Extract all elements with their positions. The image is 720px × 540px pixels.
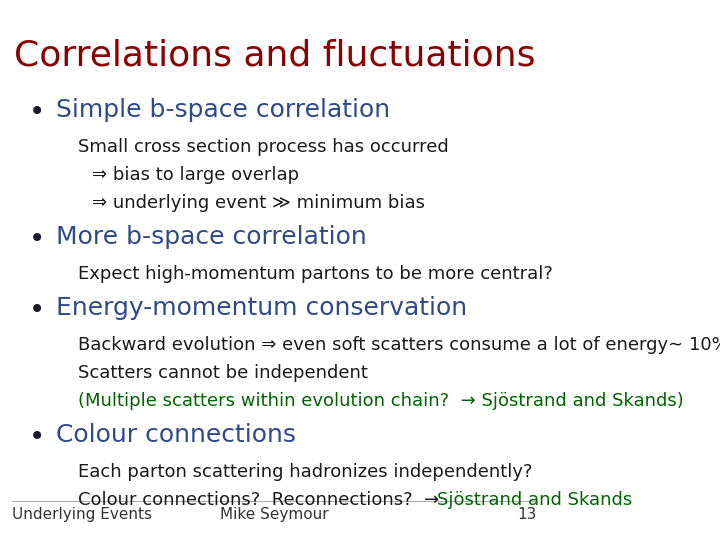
Text: Colour connections: Colour connections (56, 423, 296, 447)
Text: Backward evolution ⇒ even soft scatters consume a lot of energy∼ 10%: Backward evolution ⇒ even soft scatters … (78, 336, 720, 354)
Text: Energy-momentum conservation: Energy-momentum conservation (56, 296, 467, 320)
Text: ⇒ underlying event ≫ minimum bias: ⇒ underlying event ≫ minimum bias (91, 194, 425, 212)
Text: (Multiple scatters within evolution chain?  → Sjöstrand and Skands): (Multiple scatters within evolution chai… (78, 392, 683, 410)
Text: Expect high-momentum partons to be more central?: Expect high-momentum partons to be more … (78, 265, 553, 283)
Text: ⇒ bias to large overlap: ⇒ bias to large overlap (91, 166, 299, 184)
Text: Each parton scattering hadronizes independently?: Each parton scattering hadronizes indepe… (78, 463, 532, 481)
Text: •: • (29, 423, 45, 450)
Text: Mike Seymour: Mike Seymour (220, 508, 329, 523)
Text: Small cross section process has occurred: Small cross section process has occurred (78, 138, 449, 157)
Text: 13: 13 (518, 508, 537, 523)
Text: Underlying Events: Underlying Events (12, 508, 153, 523)
Text: Correlations and fluctuations: Correlations and fluctuations (14, 39, 535, 73)
Text: More b-space correlation: More b-space correlation (56, 225, 366, 249)
Text: Colour connections?  Reconnections?  →: Colour connections? Reconnections? → (78, 491, 445, 509)
Text: Scatters cannot be independent: Scatters cannot be independent (78, 364, 368, 382)
Text: •: • (29, 98, 45, 126)
Text: •: • (29, 296, 45, 324)
Text: •: • (29, 225, 45, 253)
Text: Sjöstrand and Skands: Sjöstrand and Skands (437, 491, 632, 509)
Text: Simple b-space correlation: Simple b-space correlation (56, 98, 390, 122)
